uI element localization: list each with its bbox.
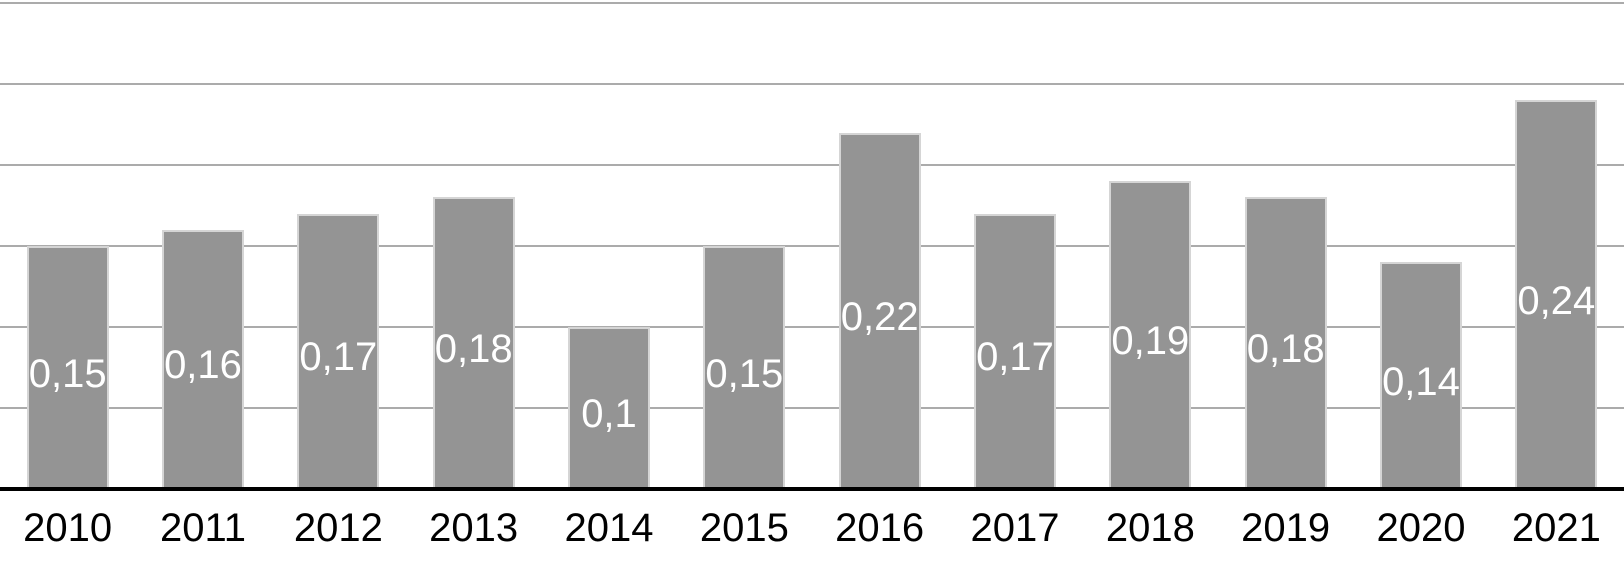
bar-value-label: 0,24 <box>1517 278 1596 323</box>
bar-2010: 0,15 <box>26 246 109 489</box>
x-tick-label-2017: 2017 <box>970 506 1060 550</box>
bar-2017: 0,17 <box>974 213 1056 489</box>
bar-value-label: 0,15 <box>705 351 784 396</box>
bar-2015: 0,15 <box>703 246 786 489</box>
gridline <box>0 164 1624 166</box>
gridline <box>0 1 1624 4</box>
bar-value-label: 0,17 <box>976 335 1054 380</box>
bar-value-label: 0,18 <box>1246 327 1325 372</box>
x-tick-label-2016: 2016 <box>835 506 925 550</box>
x-tick-label-2018: 2018 <box>1105 506 1195 550</box>
x-tick-label-2020: 2020 <box>1376 506 1466 550</box>
bar-value-label: 0,15 <box>28 351 107 396</box>
bar-2016: 0,22 <box>838 132 921 489</box>
x-tick-label-2013: 2013 <box>429 506 519 550</box>
x-tick-label-2019: 2019 <box>1241 506 1331 550</box>
bar-value-label: 0,19 <box>1111 319 1190 364</box>
bar-value-label: 0,17 <box>299 335 378 380</box>
bar-value-label: 0,22 <box>840 294 919 339</box>
gridline <box>0 326 1624 328</box>
bar-value-label: 0,14 <box>1382 359 1460 404</box>
bar-2020: 0,14 <box>1380 262 1462 489</box>
x-tick-label-2011: 2011 <box>159 506 246 550</box>
x-tick-label-2015: 2015 <box>699 506 789 550</box>
bar-2013: 0,18 <box>432 197 515 489</box>
x-tick-label-2010: 2010 <box>23 506 113 550</box>
x-tick-label-2014: 2014 <box>564 506 654 550</box>
bar-2011: 0,16 <box>162 229 244 489</box>
bar-value-label: 0,16 <box>164 343 242 388</box>
x-tick-label-2012: 2012 <box>293 506 383 550</box>
bar-value-label: 0,18 <box>434 327 513 372</box>
bar-2014: 0,1 <box>568 327 650 489</box>
gridline <box>0 83 1624 85</box>
gridline <box>0 245 1624 247</box>
bar-2012: 0,17 <box>297 213 380 489</box>
bar-2018: 0,19 <box>1109 181 1192 489</box>
gridline <box>0 407 1624 409</box>
x-tick-label-2021: 2021 <box>1511 506 1601 550</box>
bar-2019: 0,18 <box>1244 197 1327 489</box>
bar-value-label: 0,1 <box>581 392 637 436</box>
bar-2021: 0,24 <box>1515 100 1598 489</box>
x-axis-line <box>0 487 1624 491</box>
